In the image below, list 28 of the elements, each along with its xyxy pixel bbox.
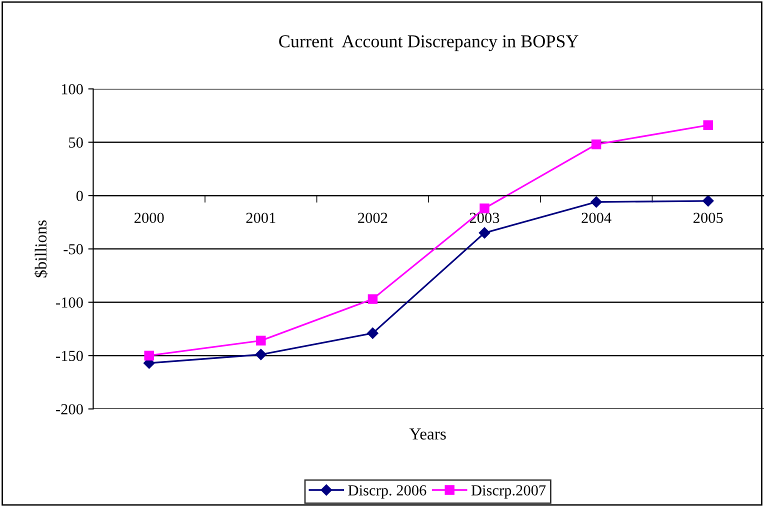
- y-tick-label: -150: [56, 350, 83, 362]
- legend-label: Discrp.2007: [471, 485, 546, 499]
- y-tick-label: 50: [69, 137, 83, 148]
- point: [590, 196, 602, 208]
- y-tick-label: -100: [56, 297, 83, 308]
- legend-label: Discrp. 2006: [348, 485, 426, 499]
- x-tick-label: 2002: [358, 212, 388, 223]
- chart-title: Current Account Discrepancy in BOPSY: [279, 35, 578, 52]
- point: [368, 294, 378, 304]
- x-tick-label: 2005: [693, 212, 723, 223]
- point: [480, 204, 490, 214]
- point: [255, 348, 267, 360]
- point: [367, 328, 378, 339]
- x-axis-title: Years: [409, 428, 446, 440]
- point: [478, 227, 490, 239]
- y-tick-label: -50: [64, 244, 83, 254]
- point: [144, 350, 154, 360]
- y-tick-label: -200: [56, 404, 83, 414]
- y-tick-label: 0: [76, 190, 83, 202]
- x-tick-label: 2001: [246, 212, 276, 223]
- y-tick-label: 100: [62, 84, 83, 94]
- point: [702, 195, 714, 207]
- point: [703, 120, 713, 130]
- point: [256, 336, 266, 346]
- x-tick-label: 2004: [582, 212, 612, 223]
- x-tick-label: 2000: [134, 212, 164, 223]
- point: [591, 140, 602, 150]
- y-axis-title: $billions: [34, 220, 48, 278]
